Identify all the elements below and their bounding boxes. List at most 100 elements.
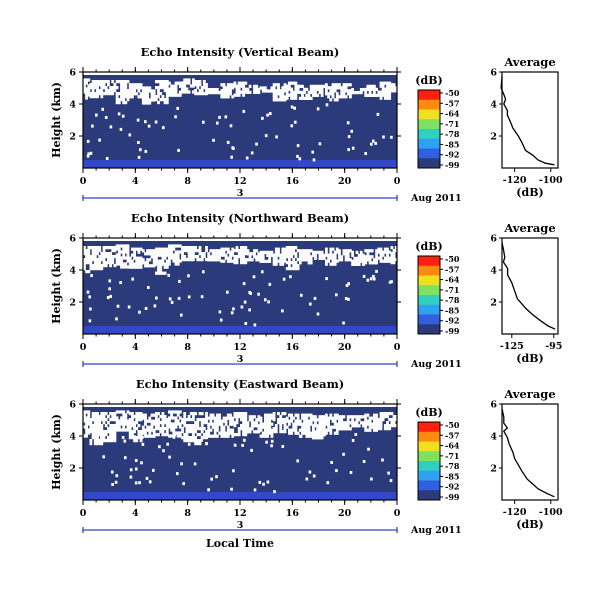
no-echo-cell xyxy=(386,84,389,88)
no-echo-cell xyxy=(386,421,389,425)
no-echo-cell xyxy=(392,86,396,90)
no-echo-cell xyxy=(342,89,346,93)
no-echo-cell xyxy=(338,249,341,253)
no-echo-cell xyxy=(198,80,202,84)
no-echo-cell xyxy=(296,419,300,423)
no-echo-cell xyxy=(281,86,285,90)
no-echo-speck xyxy=(258,480,262,484)
no-echo-cell xyxy=(120,250,123,254)
no-echo-cell xyxy=(379,81,383,85)
no-echo-cell xyxy=(91,415,95,419)
no-echo-cell xyxy=(137,424,141,428)
no-echo-cell xyxy=(242,424,245,428)
no-echo-cell xyxy=(394,415,398,419)
no-echo-cell xyxy=(120,80,123,84)
no-echo-cell xyxy=(394,424,398,428)
no-echo-cell xyxy=(194,80,197,84)
no-echo-cell xyxy=(401,412,405,416)
no-echo-cell xyxy=(301,84,304,88)
no-echo-cell xyxy=(335,98,339,102)
no-echo-cell xyxy=(178,410,182,414)
no-echo-cell xyxy=(266,89,269,93)
no-echo-cell xyxy=(109,436,112,440)
no-echo-cell xyxy=(285,261,289,265)
no-echo-cell xyxy=(364,93,368,97)
no-echo-cell xyxy=(83,78,86,82)
no-echo-cell xyxy=(115,247,119,251)
no-echo-cell xyxy=(314,253,317,257)
no-echo-cell xyxy=(294,93,298,97)
no-echo-cell xyxy=(163,83,167,87)
no-echo-cell xyxy=(213,425,217,429)
no-echo-cell xyxy=(131,433,134,437)
no-echo-cell xyxy=(111,427,115,431)
no-echo-cell xyxy=(181,258,184,262)
no-echo-cell xyxy=(237,412,241,416)
no-echo-cell xyxy=(133,415,136,419)
no-echo-cell xyxy=(364,87,368,91)
no-echo-cell xyxy=(266,428,269,432)
no-echo-cell xyxy=(170,244,173,248)
no-echo-cell xyxy=(85,255,88,259)
no-echo-cell xyxy=(104,424,108,428)
no-echo-cell xyxy=(174,410,178,414)
no-echo-cell xyxy=(250,418,254,422)
no-echo-cell xyxy=(80,270,84,274)
no-echo-cell xyxy=(316,84,320,88)
no-echo-cell xyxy=(274,253,278,257)
no-echo-cell xyxy=(235,249,239,253)
no-echo-speck xyxy=(129,475,133,479)
no-echo-cell xyxy=(237,433,241,437)
no-echo-cell xyxy=(375,258,378,262)
no-echo-cell xyxy=(150,422,154,426)
no-echo-cell xyxy=(192,427,195,431)
no-echo-cell xyxy=(272,412,276,416)
no-echo-cell xyxy=(102,261,106,265)
no-echo-speck xyxy=(243,300,247,304)
no-echo-cell xyxy=(399,258,402,262)
no-echo-cell xyxy=(196,80,200,84)
no-echo-cell xyxy=(194,255,197,259)
no-echo-cell xyxy=(305,96,309,100)
no-echo-cell xyxy=(168,419,171,423)
no-echo-cell xyxy=(185,436,189,440)
no-echo-speck xyxy=(116,304,120,308)
no-echo-cell xyxy=(244,430,248,434)
no-echo-cell xyxy=(157,412,160,416)
no-echo-cell xyxy=(170,428,173,432)
no-echo-cell xyxy=(196,421,200,425)
no-echo-cell xyxy=(98,261,102,265)
no-echo-cell xyxy=(270,89,274,93)
no-echo-cell xyxy=(117,250,121,254)
no-echo-cell xyxy=(335,259,339,263)
no-echo-cell xyxy=(102,264,106,268)
no-echo-cell xyxy=(279,259,283,263)
no-echo-cell xyxy=(255,418,259,422)
no-echo-cell xyxy=(318,90,322,94)
no-echo-cell xyxy=(338,95,341,99)
no-echo-cell xyxy=(122,89,126,93)
no-echo-cell xyxy=(355,421,359,425)
no-echo-cell xyxy=(209,88,213,92)
no-echo-cell xyxy=(325,89,328,93)
no-echo-cell xyxy=(128,95,132,99)
no-echo-cell xyxy=(126,250,130,254)
no-echo-cell xyxy=(344,86,348,90)
no-echo-cell xyxy=(298,419,302,423)
no-echo-cell xyxy=(333,253,337,257)
panel-title: Echo Intensity (Northward Beam) xyxy=(131,211,349,225)
no-echo-cell xyxy=(135,83,139,87)
no-echo-cell xyxy=(303,252,306,256)
no-echo-cell xyxy=(96,412,99,416)
no-echo-cell xyxy=(113,430,117,434)
no-echo-cell xyxy=(288,246,291,250)
no-echo-speck xyxy=(168,297,172,301)
no-echo-cell xyxy=(388,93,392,97)
no-echo-speck xyxy=(366,278,370,282)
no-echo-cell xyxy=(216,428,219,432)
no-echo-cell xyxy=(163,265,167,269)
no-echo-cell xyxy=(349,427,352,431)
no-echo-cell xyxy=(379,250,383,254)
no-echo-cell xyxy=(78,252,82,256)
no-echo-cell xyxy=(368,249,372,253)
